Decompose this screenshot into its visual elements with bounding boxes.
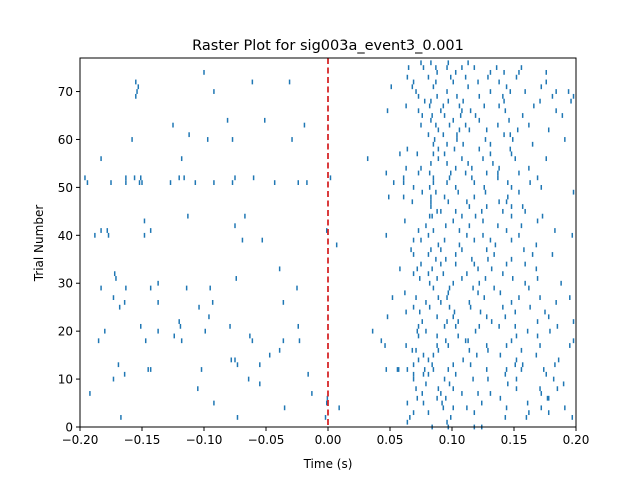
x-tick-label: −0.05 — [248, 433, 285, 447]
x-tick-label: 0.10 — [439, 433, 466, 447]
x-tick-label: −0.10 — [186, 433, 223, 447]
x-tick-label: 0.15 — [501, 433, 528, 447]
y-tick-label: 70 — [58, 85, 73, 99]
x-tick-label: 0.00 — [315, 433, 342, 447]
y-tick-label: 10 — [58, 373, 73, 387]
x-tick-label: 0.20 — [563, 433, 590, 447]
spike-layer — [84, 60, 575, 430]
y-tick-label: 0 — [65, 421, 73, 435]
y-tick-label: 30 — [58, 277, 73, 291]
y-axis-label: Trial Number — [32, 205, 46, 283]
x-tick-label: −0.15 — [124, 433, 161, 447]
y-tick-label: 50 — [58, 181, 73, 195]
x-axis: −0.20 −0.15 −0.10 −0.05 0.00 0.05 0.10 0.15 0.20 — [62, 427, 590, 447]
y-tick-label: 60 — [58, 133, 73, 147]
y-axis: 0 10 20 30 40 50 60 70 — [58, 85, 80, 435]
y-tick-label: 20 — [58, 325, 73, 339]
x-axis-label: Time (s) — [303, 457, 353, 471]
x-tick-label: 0.05 — [377, 433, 404, 447]
y-tick-label: 40 — [58, 229, 73, 243]
x-tick-label: −0.20 — [62, 433, 99, 447]
chart-title: Raster Plot for sig003a_event3_0.001 — [192, 38, 464, 54]
